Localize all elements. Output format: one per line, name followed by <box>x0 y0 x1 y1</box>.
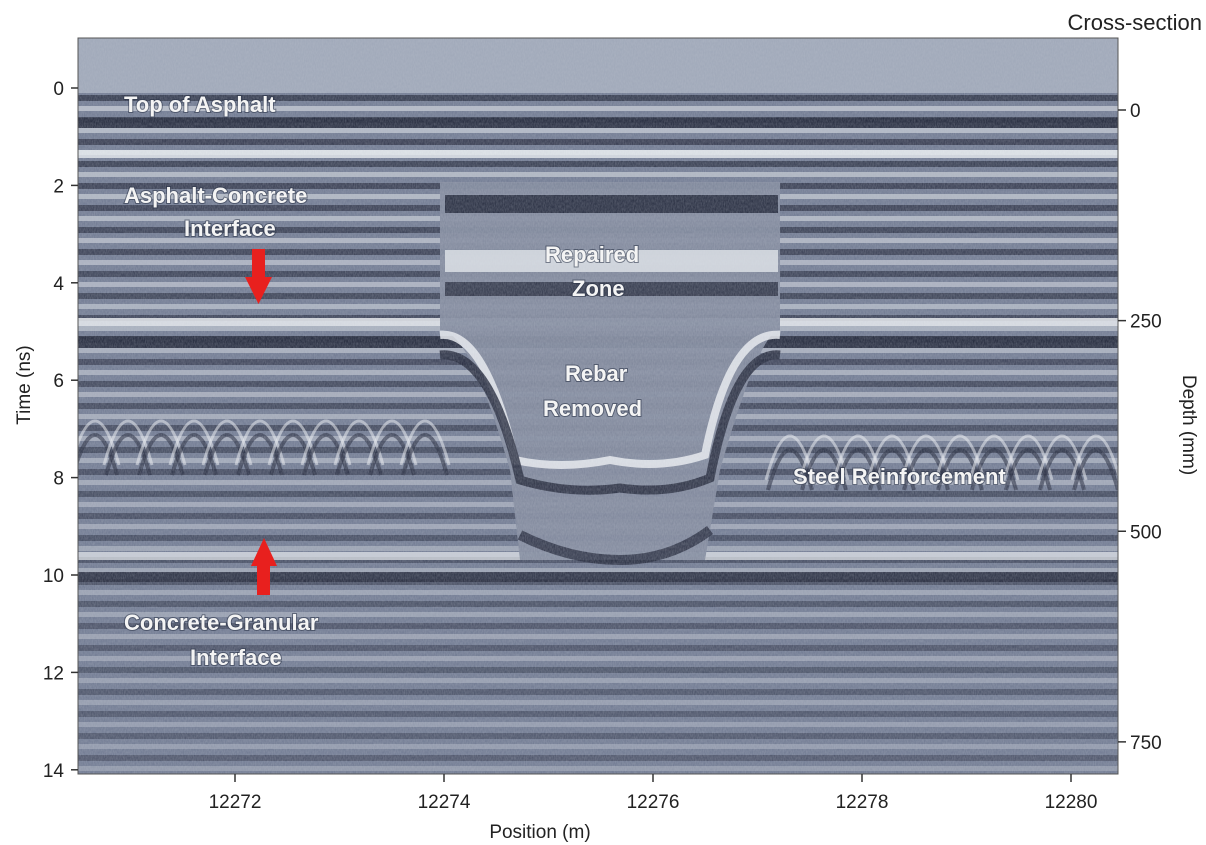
y-right-tick-label: 750 <box>1130 733 1162 754</box>
y-left-tick-label: 0 <box>53 79 64 100</box>
annotation-concrete-granular-line2: Interface <box>190 645 282 670</box>
x-tick-label: 12276 <box>627 792 680 813</box>
y-right-tick-label: 0 <box>1130 101 1141 122</box>
x-axis-label: Position (m) <box>489 822 590 843</box>
annotation-repaired-line2: Zone <box>572 276 625 301</box>
y-left-tick-label: 10 <box>43 566 64 587</box>
y-left-tick-label: 2 <box>53 176 64 197</box>
y-right-tick-label: 500 <box>1130 522 1162 543</box>
radargram-image <box>78 38 1118 774</box>
y-right-tick-label: 250 <box>1130 312 1162 333</box>
y-left-tick-label: 14 <box>43 761 65 782</box>
x-axis: 12272 12274 12276 12278 12280 <box>209 774 1098 813</box>
y-axis-left: 0 2 4 6 8 10 12 14 <box>43 79 78 782</box>
x-tick-label: 12280 <box>1045 792 1098 813</box>
y-left-tick-label: 12 <box>43 663 64 684</box>
annotation-rebar-line1: Rebar <box>565 361 628 386</box>
y-axis-right: 0 250 500 750 <box>1118 101 1162 754</box>
annotation-steel-reinforcement: Steel Reinforcement <box>793 464 1006 489</box>
plot-frame <box>77 37 1119 775</box>
x-tick-label: 12272 <box>209 792 262 813</box>
annotation-rebar-line2: Removed <box>543 396 642 421</box>
annotations: Top of Asphalt Asphalt-Concrete Interfac… <box>123 91 1007 671</box>
y-left-tick-label: 8 <box>53 469 64 490</box>
y-left-tick-label: 4 <box>53 274 64 295</box>
annotation-asphalt-concrete-line1: Asphalt-Concrete <box>124 183 307 208</box>
arrow-down-icon <box>245 249 272 304</box>
y-left-tick-label: 6 <box>53 371 64 392</box>
arrow-up-icon <box>251 538 277 595</box>
x-tick-label: 12274 <box>418 792 471 813</box>
figure-title: Cross-section <box>1068 10 1202 35</box>
annotation-concrete-granular-line1: Concrete-Granular <box>124 610 319 635</box>
annotation-repaired-line1: Repaired <box>545 242 639 267</box>
y-axis-left-label: Time (ns) <box>14 345 35 425</box>
y-axis-right-label: Depth (mm) <box>1178 375 1199 475</box>
annotation-asphalt-concrete-line2: Interface <box>184 216 276 241</box>
x-tick-label: 12278 <box>836 792 889 813</box>
annotation-top-of-asphalt: Top of Asphalt <box>124 92 276 117</box>
